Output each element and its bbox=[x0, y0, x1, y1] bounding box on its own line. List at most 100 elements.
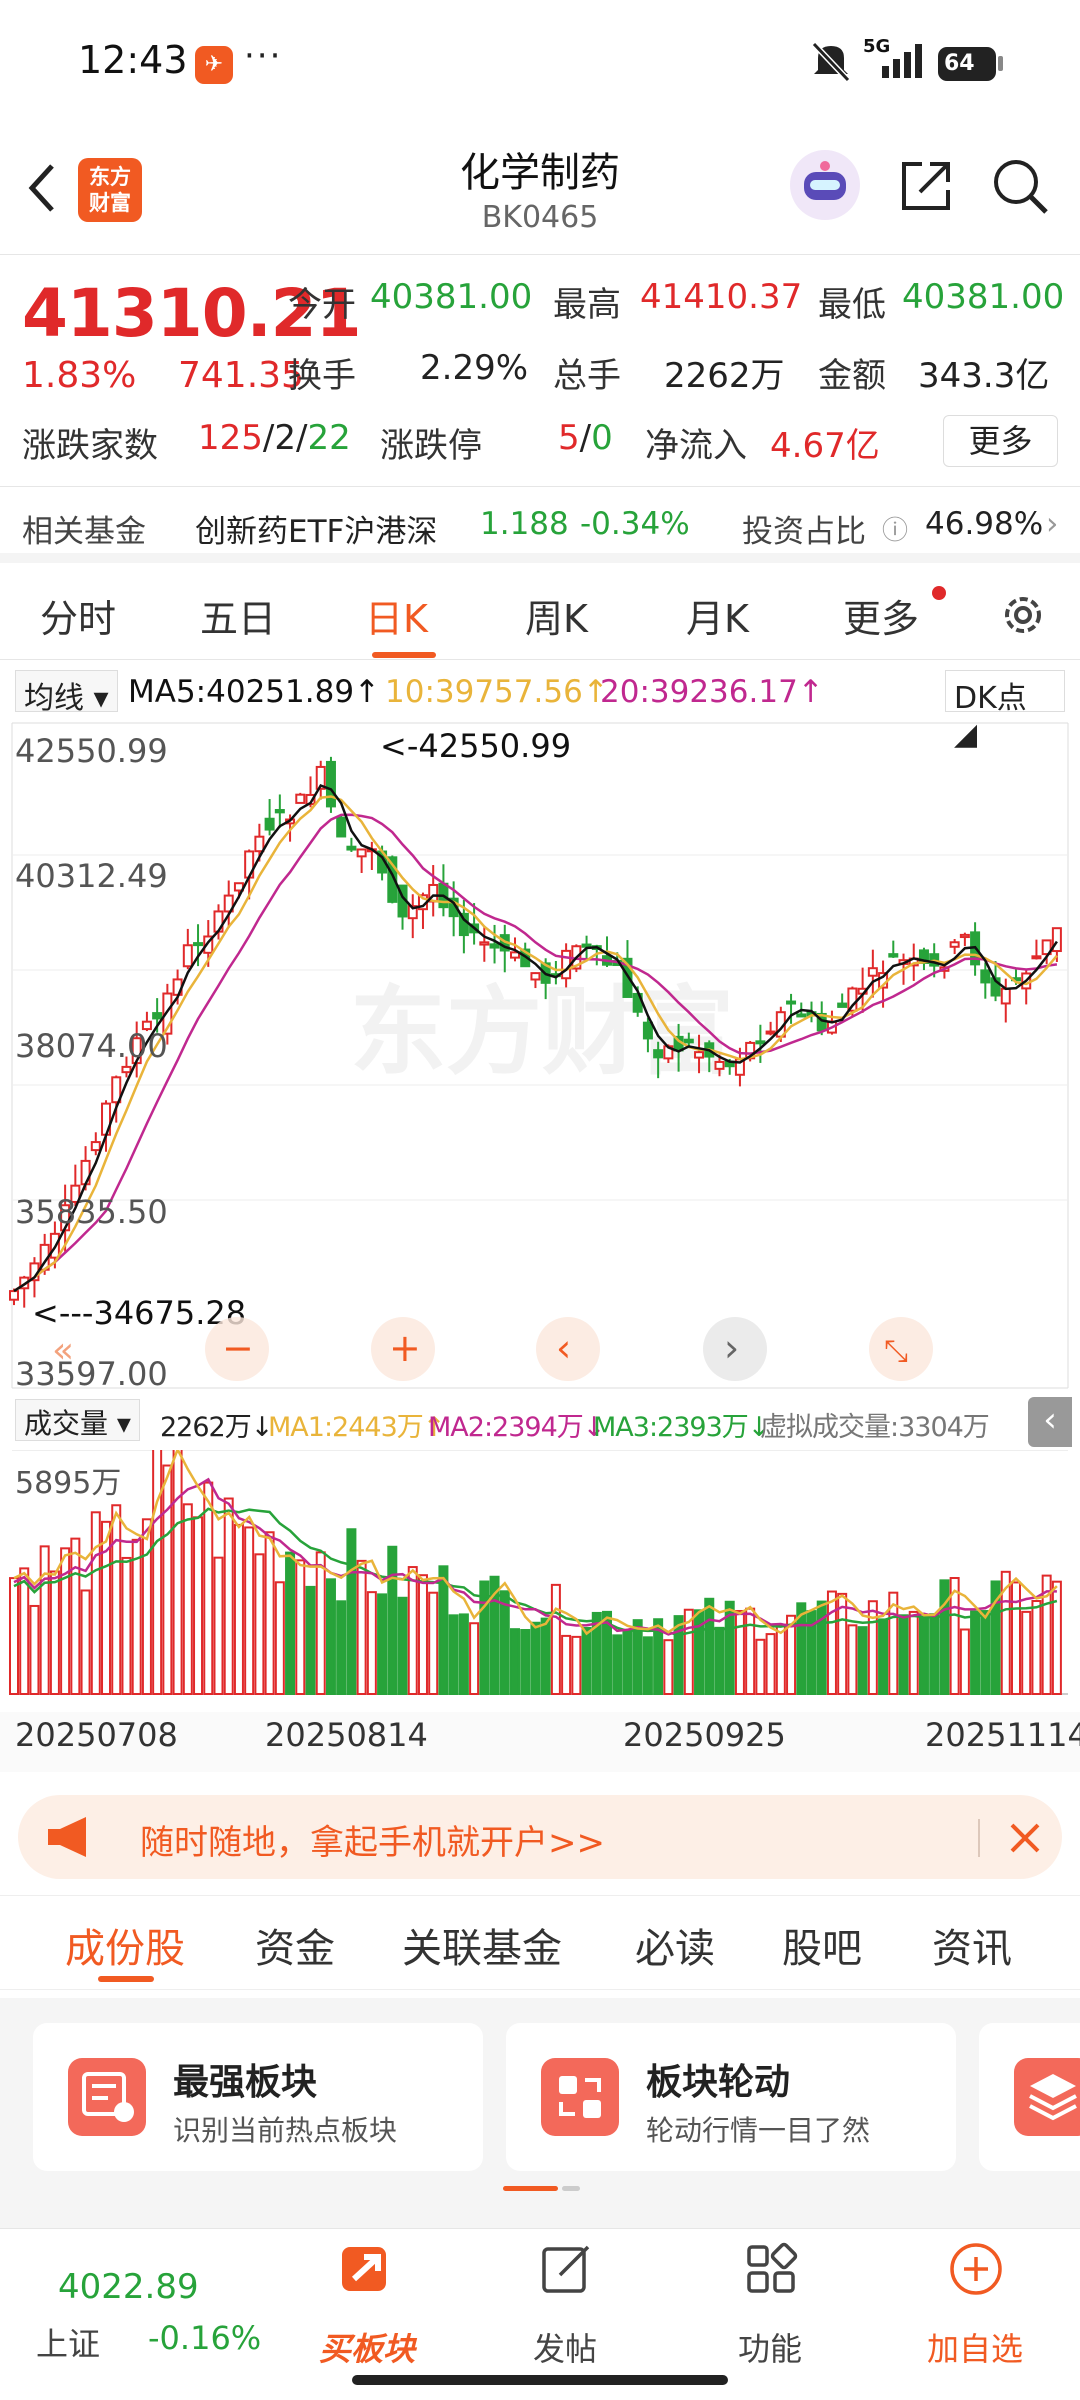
volume-bar bbox=[203, 1481, 214, 1696]
assistant-avatar-icon[interactable] bbox=[790, 150, 860, 220]
candle-body bbox=[458, 912, 469, 937]
vol-axis-max: 5895万 bbox=[15, 1466, 121, 1501]
volume-bar bbox=[49, 1570, 60, 1695]
dec-count: 22 bbox=[307, 418, 351, 458]
logo-text-line2: 财富 bbox=[89, 191, 131, 215]
volume-bar bbox=[878, 1618, 889, 1695]
zoom-in-button[interactable]: + bbox=[371, 1317, 435, 1381]
volume-bar bbox=[244, 1526, 255, 1695]
volume-chart[interactable]: 5895万 bbox=[0, 1450, 1080, 1710]
rewind-icon[interactable]: « bbox=[52, 1330, 74, 1371]
nav-buy-sector[interactable]: 买板块 bbox=[292, 2229, 442, 2399]
back-arrow-icon[interactable] bbox=[22, 158, 62, 218]
tab-must-read[interactable]: 必读 bbox=[635, 1926, 715, 1972]
pan-right-button[interactable]: › bbox=[703, 1317, 767, 1381]
section-tab-underline bbox=[98, 1976, 154, 1982]
volume-bar bbox=[1041, 1574, 1052, 1695]
tab-weekly-k[interactable]: 周K bbox=[525, 597, 588, 641]
nav-functions[interactable]: 功能 bbox=[695, 2229, 845, 2399]
nav-add-watchlist[interactable]: 加自选 bbox=[900, 2229, 1050, 2399]
low-label: 最低 bbox=[818, 285, 886, 325]
nav-post[interactable]: 发帖 bbox=[490, 2229, 640, 2399]
pan-left-button[interactable]: ‹ bbox=[536, 1317, 600, 1381]
network-type: 5G bbox=[863, 36, 891, 57]
volume-bar bbox=[714, 1626, 725, 1696]
close-icon[interactable] bbox=[1008, 1821, 1042, 1855]
volume-bar bbox=[990, 1580, 1001, 1695]
help-icon[interactable]: ⓘ bbox=[882, 516, 909, 546]
search-icon[interactable] bbox=[990, 156, 1050, 216]
fullscreen-button[interactable]: ⤡ bbox=[869, 1317, 933, 1381]
volume-bar bbox=[826, 1590, 837, 1695]
volume-bar bbox=[786, 1614, 797, 1695]
chevron-right-icon[interactable]: › bbox=[1046, 506, 1059, 542]
tab-daily-k[interactable]: 日K bbox=[365, 597, 428, 641]
volume-bar bbox=[295, 1559, 306, 1695]
tab-intraday[interactable]: 分时 bbox=[40, 597, 117, 641]
volume-bars-group bbox=[9, 1450, 1062, 1696]
tab-constituents[interactable]: 成份股 bbox=[65, 1926, 185, 1972]
tab-related-funds[interactable]: 关联基金 bbox=[402, 1926, 562, 1972]
bottom-nav-bar: 4022.89 上证 -0.16% 买板块 发帖 功能 加自选 bbox=[0, 2228, 1080, 2400]
candlestick-chart[interactable]: 东方财富 42550.99 40312.49 38074.00 35835.50… bbox=[0, 720, 1080, 1390]
zoom-out-button[interactable]: − bbox=[205, 1317, 269, 1381]
fund-name[interactable]: 创新药ETF沪港深 bbox=[195, 514, 438, 550]
collapse-panel-button[interactable]: ‹ bbox=[1028, 1397, 1072, 1447]
candle-body bbox=[295, 793, 306, 804]
limit-down-count: 0 bbox=[591, 418, 613, 458]
change-percent: 1.83% bbox=[22, 355, 137, 396]
high-value: 41410.37 bbox=[640, 277, 803, 317]
volume-bar bbox=[417, 1574, 428, 1695]
index-pct[interactable]: -0.16% bbox=[148, 2319, 262, 2357]
index-name[interactable]: 上证 bbox=[36, 2325, 101, 2363]
battery-tip bbox=[998, 56, 1003, 71]
volume-bar bbox=[346, 1528, 357, 1695]
volume-bar bbox=[653, 1618, 664, 1695]
tab-monthly-k[interactable]: 月K bbox=[686, 597, 749, 641]
svg-text:+: + bbox=[389, 1326, 421, 1370]
volume-bar bbox=[29, 1604, 40, 1695]
svg-text:‹: ‹ bbox=[556, 1326, 571, 1370]
y-axis-label-max: 42550.99 bbox=[15, 732, 168, 770]
volume-bar bbox=[9, 1577, 19, 1695]
tab-more[interactable]: 更多 bbox=[843, 597, 920, 641]
candle-body bbox=[489, 943, 500, 949]
date-label-2: 20250814 bbox=[265, 1716, 428, 1754]
share-icon[interactable] bbox=[896, 156, 956, 216]
vol-ma2: MA2:2394万↓ bbox=[428, 1412, 605, 1443]
volume-bar bbox=[131, 1538, 142, 1695]
volume-bar bbox=[1010, 1581, 1021, 1695]
mute-icon bbox=[811, 41, 851, 83]
tab-five-day[interactable]: 五日 bbox=[200, 597, 277, 641]
svg-text:⤡: ⤡ bbox=[884, 1334, 908, 1369]
gear-icon[interactable] bbox=[998, 590, 1048, 640]
volume-bar bbox=[857, 1626, 868, 1695]
card-sector-rotation[interactable]: 板块轮动 轮动行情一目了然 bbox=[506, 2023, 956, 2171]
tab-funds-flow[interactable]: 资金 bbox=[255, 1926, 335, 1972]
tab-forum[interactable]: 股吧 bbox=[782, 1926, 862, 1972]
volume-bar bbox=[193, 1516, 204, 1695]
volume-bar bbox=[499, 1590, 510, 1695]
volume-bar bbox=[213, 1556, 224, 1695]
ma-select-label: 均线 bbox=[24, 681, 84, 716]
dk-point-button[interactable]: DK点 ◢ bbox=[945, 670, 1065, 752]
card-partial[interactable] bbox=[979, 2023, 1080, 2171]
vol-ma3: MA3:2393万↓ bbox=[593, 1412, 770, 1443]
related-fund-row[interactable]: 相关基金 创新药ETF沪港深 1.188 -0.34% 投资占比 ⓘ 46.98… bbox=[0, 488, 1080, 563]
volume-bar bbox=[724, 1600, 735, 1695]
volume-bar bbox=[888, 1591, 899, 1695]
ma-select[interactable]: 均线 ▾ bbox=[15, 670, 118, 716]
volume-bar bbox=[397, 1596, 408, 1696]
battery-icon: 64 bbox=[938, 47, 996, 81]
tab-news[interactable]: 资讯 bbox=[932, 1926, 1012, 1972]
volume-bar bbox=[233, 1523, 244, 1695]
index-value[interactable]: 4022.89 bbox=[58, 2267, 199, 2307]
more-button[interactable]: 更多 bbox=[943, 415, 1058, 467]
volume-select[interactable]: 成交量 ▾ bbox=[15, 1399, 140, 1441]
card-strongest-sector[interactable]: 最强板块 识别当前热点板块 bbox=[33, 2023, 483, 2171]
candle-body bbox=[1031, 955, 1042, 960]
candle-body bbox=[796, 1013, 807, 1018]
promo-banner[interactable]: 随时随地，拿起手机就开户>> bbox=[18, 1795, 1062, 1879]
candle-body bbox=[867, 967, 878, 977]
candle-body bbox=[264, 817, 275, 831]
